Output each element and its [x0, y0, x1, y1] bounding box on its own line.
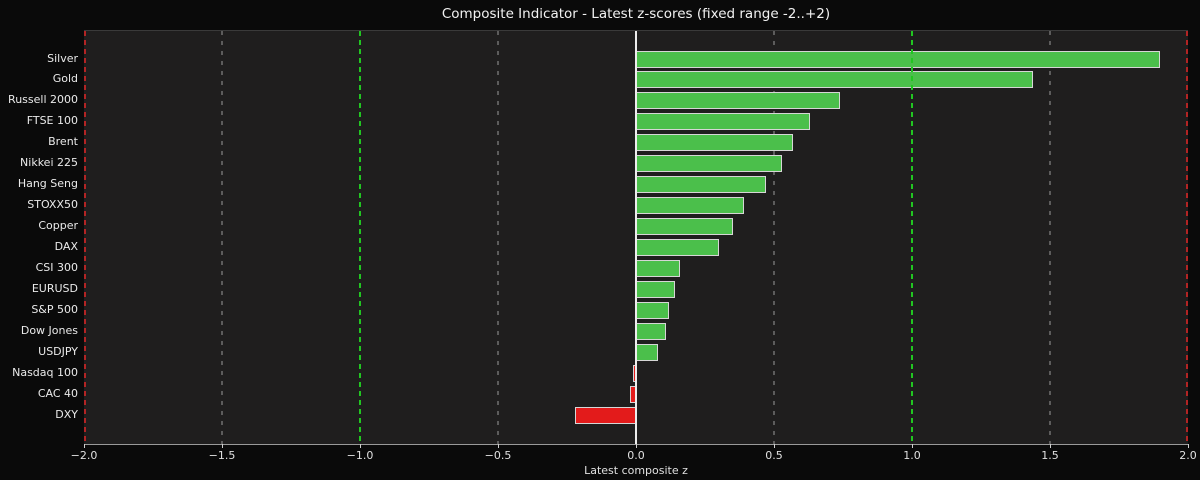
y-label-dow-jones: Dow Jones — [20, 323, 78, 337]
y-label-dxy: DXY — [55, 407, 78, 421]
x-tick-label--2.0: −2.0 — [70, 449, 98, 462]
x-tick-label-2.0: 2.0 — [1179, 449, 1197, 462]
x-tick-label--0.5: −0.5 — [484, 449, 512, 462]
y-label-silver: Silver — [47, 51, 78, 65]
zero-line — [635, 31, 637, 444]
red-reference-line-2-dashes — [1186, 31, 1188, 444]
green-reference-line--1-dashes — [359, 31, 361, 444]
gridline--1.5-dashes — [221, 31, 223, 444]
y-label-csi-300: CSI 300 — [35, 260, 78, 274]
y-label-brent: Brent — [48, 135, 78, 149]
y-label-hang-seng: Hang Seng — [17, 177, 78, 191]
y-label-usdjpy: USDJPY — [38, 344, 78, 358]
x-tick-mark--1.0 — [360, 444, 361, 448]
x-tick-mark--1.5 — [222, 444, 223, 448]
x-tick-label-0.0: 0.0 — [627, 449, 645, 462]
x-tick-mark-1.0 — [912, 444, 913, 448]
bar-eurusd — [636, 280, 675, 298]
x-tick-mark--2.0 — [84, 444, 85, 448]
bar-stoxx50 — [636, 197, 744, 215]
x-axis-title: Latest composite z — [584, 464, 688, 477]
x-tick-label--1.0: −1.0 — [346, 449, 374, 462]
x-tick-mark--0.5 — [498, 444, 499, 448]
y-label-dax: DAX — [54, 239, 78, 253]
y-label-copper: Copper — [38, 219, 78, 233]
y-label-eurusd: EURUSD — [31, 281, 78, 295]
bar-s-p-500 — [636, 301, 670, 319]
plot-area — [84, 30, 1188, 445]
x-tick-label-0.5: 0.5 — [765, 449, 783, 462]
y-label-cac-40: CAC 40 — [37, 386, 78, 400]
bar-silver — [636, 50, 1161, 68]
gridline--0.5-dashes — [497, 31, 499, 444]
bar-hang-seng — [636, 176, 766, 194]
red-reference-line--2-dashes — [84, 31, 86, 444]
x-tick-label-1.5: 1.5 — [1041, 449, 1059, 462]
chart-title: Composite Indicator - Latest z-scores (f… — [441, 6, 831, 22]
y-label-stoxx50: STOXX50 — [27, 198, 78, 212]
y-label-nikkei-225: Nikkei 225 — [20, 156, 78, 170]
y-axis-labels: Silver Gold Russell 2000 FTSE 100 Brent Nikke… — [0, 30, 78, 443]
gridline-1.5-dashes — [1049, 31, 1051, 444]
bar-copper — [636, 218, 733, 236]
green-reference-line-1-dashes — [911, 31, 913, 444]
x-tick-mark-0.5 — [774, 444, 775, 448]
bar-dow-jones — [636, 322, 667, 340]
x-tick-mark-0.0 — [636, 444, 637, 448]
gridline-0.5-dashes — [773, 31, 775, 444]
x-tick-mark-1.5 — [1050, 444, 1051, 448]
y-label-russell-2000: Russell 2000 — [8, 93, 78, 107]
bar-csi-300 — [636, 259, 681, 277]
x-tick-label-1.0: 1.0 — [903, 449, 921, 462]
x-tick-label--1.5: −1.5 — [208, 449, 236, 462]
bar-usdjpy — [636, 343, 659, 361]
bar-brent — [636, 134, 794, 152]
bar-dax — [636, 238, 719, 256]
y-label-ftse-100: FTSE 100 — [26, 114, 78, 128]
bar-russell-2000 — [636, 92, 841, 110]
x-tick-mark-2.0 — [1188, 444, 1189, 448]
bar-ftse-100 — [636, 113, 810, 131]
y-label-s-p-500: S&P 500 — [31, 302, 78, 316]
y-label-nasdaq-100: Nasdaq 100 — [12, 365, 78, 379]
y-label-gold: Gold — [52, 72, 78, 86]
x-axis: −2.0 −1.5 −1.0 −0.5 0.0 0.5 1.0 1.5 2.0 — [0, 443, 1200, 480]
bar-dxy — [575, 406, 636, 424]
bar-gold — [636, 71, 1034, 89]
bar-nikkei-225 — [636, 155, 783, 173]
